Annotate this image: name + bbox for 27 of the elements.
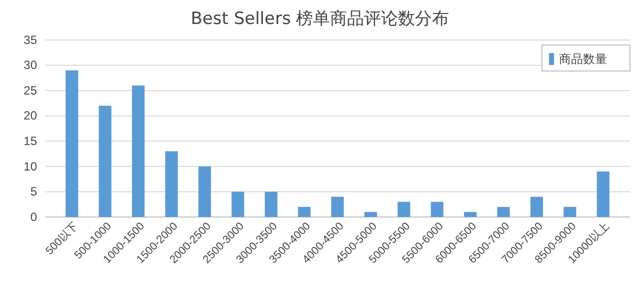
y-tick-label: 15 [24,134,38,148]
y-tick-label: 10 [24,159,38,174]
bar [198,166,212,217]
y-tick-label: 20 [24,108,38,123]
y-tick-label: 25 [24,83,38,98]
bar [331,196,344,217]
y-tick-label: 35 [24,32,38,47]
bar [564,206,576,217]
bar [398,202,410,217]
bar [232,192,244,217]
y-tick-label: 5 [30,184,38,199]
bar [165,151,178,217]
bar [596,171,610,217]
bar [98,106,112,217]
bar [132,86,145,217]
legend-label: 商品数量 [559,52,607,66]
bar [497,206,510,217]
y-tick-label: 30 [24,58,38,72]
y-tick-label: 0 [30,210,38,224]
bar [66,70,78,217]
bar [530,196,544,217]
chart-title: Best Sellers 榜单商品评论数分布 [190,9,450,29]
bar [298,206,311,217]
bar [464,212,477,217]
bar [430,202,444,217]
bar [364,212,378,217]
bar [264,192,278,217]
